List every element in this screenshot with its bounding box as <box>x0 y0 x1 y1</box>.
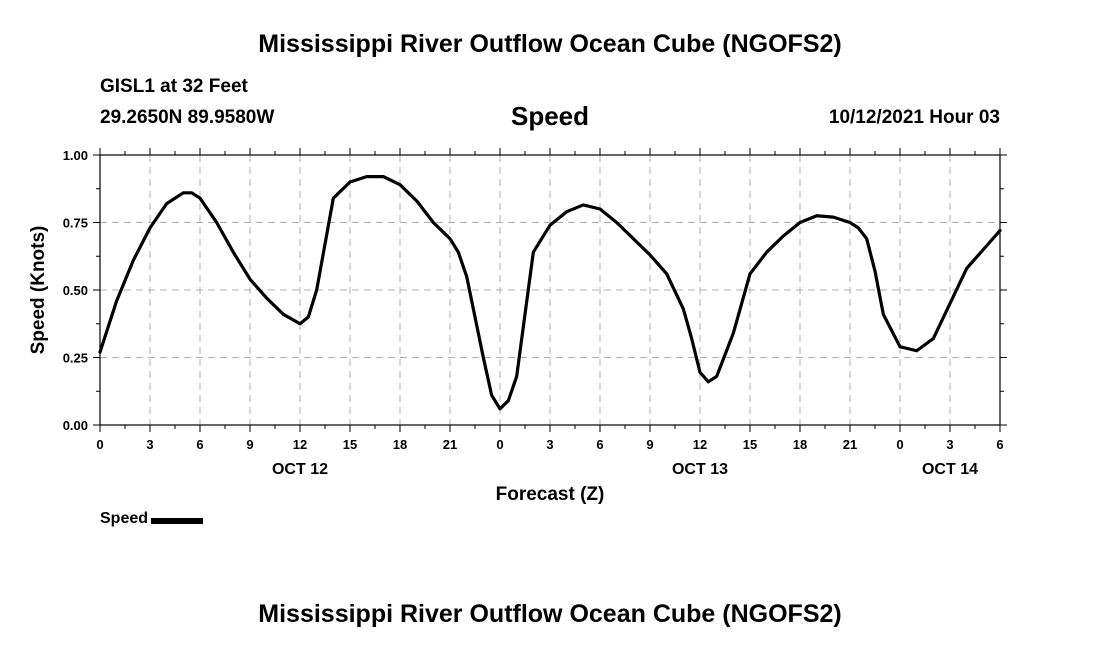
x-date-label: OCT 14 <box>922 461 978 478</box>
x-tick-label: 3 <box>146 437 153 452</box>
speed-series-line <box>98 175 1002 411</box>
chart-title: Mississippi River Outflow Ocean Cube (NG… <box>258 30 842 58</box>
x-tick-label: 21 <box>843 437 857 452</box>
legend: Speed <box>100 510 204 528</box>
y-tick-label: 0.50 <box>63 283 88 298</box>
x-tick-label: 6 <box>996 437 1003 452</box>
x-tick-label: 6 <box>196 437 203 452</box>
datetime-label: 10/12/2021 Hour 03 <box>828 107 1000 128</box>
x-tick-label: 15 <box>343 437 357 452</box>
x-tick-label: 0 <box>96 437 103 452</box>
plot-frame <box>99 154 1001 426</box>
y-axis-title: Speed (Knots) <box>28 226 49 355</box>
x-tick-label: 0 <box>896 437 903 452</box>
x-tick-label: 9 <box>246 437 253 452</box>
x-tick-label: 9 <box>646 437 653 452</box>
y-tick-label: 0.25 <box>63 351 88 366</box>
coordinates-label: 29.2650N 89.9580W <box>100 107 275 128</box>
x-tick-label: 0 <box>496 437 503 452</box>
x-tick-label: 12 <box>293 437 307 452</box>
x-tick-label: 18 <box>393 437 407 452</box>
x-tick-label: 21 <box>443 437 457 452</box>
legend-swatch <box>151 518 204 524</box>
y-tick-label: 0.75 <box>63 216 88 231</box>
variable-title: Speed <box>510 101 590 131</box>
x-date-label: OCT 13 <box>672 461 728 478</box>
x-tick-label: 3 <box>546 437 553 452</box>
x-tick-label: 3 <box>946 437 953 452</box>
x-tick-label: 6 <box>596 437 603 452</box>
y-tick-label: 1.00 <box>63 148 88 163</box>
y-tick-label: 0.00 <box>63 418 88 433</box>
x-tick-label: 18 <box>793 437 807 452</box>
x-axis-title: Forecast (Z) <box>496 484 605 505</box>
x-tick-label: 12 <box>693 437 707 452</box>
x-date-label: OCT 12 <box>272 461 328 478</box>
x-tick-label: 15 <box>743 437 757 452</box>
legend-label: Speed <box>100 510 149 527</box>
station-label: GISL1 at 32 Feet <box>100 76 248 97</box>
footer-title: Mississippi River Outflow Ocean Cube (NG… <box>258 600 842 628</box>
